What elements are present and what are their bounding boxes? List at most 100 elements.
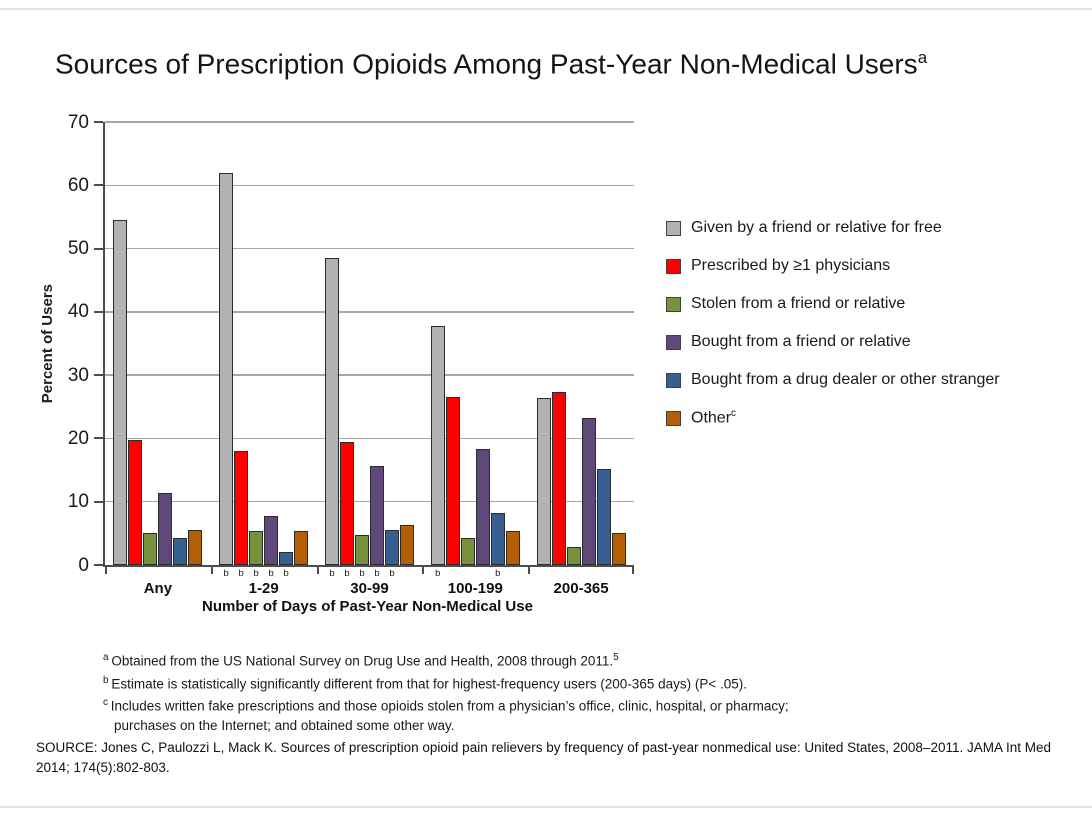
- category-label-Any: Any: [143, 580, 173, 597]
- significance-marker: b: [329, 568, 335, 579]
- bar-100-199-series-5: [505, 531, 520, 565]
- category-label-100-199: 100-199: [447, 580, 503, 597]
- significance-marker: b: [495, 568, 501, 579]
- significance-marker: b: [283, 568, 289, 579]
- bar-200-365-series-2: [566, 546, 581, 565]
- significance-marker: b: [344, 568, 350, 579]
- y-axis-tick-0: [94, 564, 103, 566]
- significance-marker: b: [374, 568, 380, 579]
- y-axis-tick-20: [94, 437, 103, 440]
- bar-group-30-99: [317, 122, 423, 565]
- y-tick-label-10: 10: [67, 491, 89, 513]
- bar-Any-series-3: [158, 492, 173, 565]
- title-superscript: a: [917, 48, 928, 67]
- x-axis-tick: [316, 565, 319, 574]
- y-axis-tick-30: [94, 374, 103, 377]
- source-citation: SOURCE: Jones C, Paulozzi L, Mack K. Sou…: [36, 740, 1052, 775]
- significance-marker: b: [223, 568, 229, 579]
- bar-Any-series-1: [128, 439, 143, 565]
- y-tick-label-60: 60: [67, 174, 89, 196]
- x-axis-tick: [528, 565, 531, 574]
- significance-marker: [294, 569, 308, 579]
- bar-Any-series-2: [143, 533, 158, 565]
- bar-30-99-series-1: [339, 441, 354, 565]
- bar-30-99-series-3: [369, 465, 384, 565]
- bar-200-365-series-4: [596, 468, 611, 565]
- bar-100-199-series-1: [445, 397, 460, 565]
- significance-marker: b: [253, 568, 259, 579]
- bar-group-100-199: [422, 122, 528, 565]
- legend-item-2: Stolen from a friend or relative: [666, 292, 1000, 316]
- bar-Any-series-0: [113, 220, 128, 565]
- gridline-20: [105, 437, 634, 440]
- bar-100-199-series-4: [490, 513, 505, 565]
- bar-100-199-series-2: [460, 538, 475, 565]
- legend-item-0: Given by a friend or relative for free: [666, 216, 1000, 240]
- y-tick-label-20: 20: [67, 427, 89, 449]
- bar-100-199-series-0: [430, 326, 445, 565]
- significance-marker: [461, 569, 475, 579]
- bar-100-199-series-3: [475, 449, 490, 565]
- y-tick-label-70: 70: [67, 111, 89, 133]
- gridline-60: [105, 184, 634, 187]
- bar-chart-plot-area: 0 10 20 30 40 50 60 70 Any b b b b b 1-29 b b b b b 30-99 b b 1…: [68, 113, 634, 597]
- bar-200-365-series-3: [581, 418, 596, 565]
- bar-30-99-series-2: [354, 535, 369, 565]
- y-axis-tick-40: [94, 310, 103, 313]
- gridline-70: [105, 121, 634, 123]
- bar-200-365-series-1: [551, 392, 566, 565]
- legend-swatch-icon: [666, 410, 681, 426]
- significance-marker: b: [359, 568, 365, 579]
- x-axis-tick: [210, 565, 213, 574]
- slide-top-edge-line: [0, 8, 1092, 10]
- footnote-marker: c: [103, 697, 111, 708]
- page-title-text: Sources of Prescription Opioids Among Pa…: [55, 48, 918, 80]
- significance-marker: b: [268, 568, 274, 579]
- significance-marker: b: [435, 568, 441, 579]
- legend-label: Given by a friend or relative for free: [691, 219, 942, 236]
- gridline-10: [105, 500, 634, 503]
- legend-swatch-icon: [666, 296, 681, 312]
- y-axis-tick-50: [94, 247, 103, 250]
- significance-marker: [476, 569, 490, 579]
- significance-marker: b: [238, 568, 244, 579]
- bar-1-29-series-0: [219, 172, 234, 565]
- footnote-marker: b: [103, 674, 112, 686]
- bar-1-29-series-2: [249, 530, 264, 565]
- legend-item-5: Otherc: [666, 406, 1000, 430]
- x-axis-tick: [632, 565, 634, 574]
- gridline-40: [105, 311, 634, 313]
- y-axis-tick-70: [94, 121, 103, 123]
- gridline-30: [105, 374, 634, 376]
- footnote-text: Obtained from the US National Survey on …: [111, 653, 614, 669]
- bar-1-29-series-5: [294, 530, 309, 565]
- page-title: Sources of Prescription Opioids Among Pa…: [55, 48, 927, 80]
- bar-group-Any: [105, 122, 211, 565]
- bar-30-99-series-4: [384, 530, 399, 565]
- x-axis-tick: [105, 565, 107, 574]
- legend-swatch-icon: [666, 220, 681, 236]
- footnote-c: c Includes written fake prescriptions an…: [103, 693, 793, 735]
- legend-swatch-icon: [666, 258, 681, 274]
- bar-30-99-series-5: [399, 524, 414, 565]
- legend-item-4: Bought from a drug dealer or other stran…: [666, 368, 1000, 392]
- legend-swatch-icon: [666, 372, 681, 388]
- bar-group-1-29: [211, 122, 317, 565]
- legend-label: Bought from a friend or relative: [691, 333, 911, 350]
- x-axis-title: Number of Days of Past-Year Non-Medical …: [202, 598, 533, 615]
- footnote-text: Includes written fake prescriptions and …: [110, 698, 789, 733]
- x-axis-tick: [422, 565, 425, 574]
- bar-1-29-series-1: [234, 451, 249, 565]
- y-tick-label-40: 40: [67, 301, 89, 323]
- bar-group-200-365: [528, 122, 634, 565]
- legend-label: Otherc: [691, 408, 737, 427]
- slide-bottom-edge-line: [0, 806, 1092, 808]
- bar-1-29-series-4: [279, 551, 294, 565]
- legend-swatch-icon: [666, 334, 681, 350]
- category-label-30-99: 30-99: [350, 580, 389, 597]
- legend-item-3: Bought from a friend or relative: [666, 330, 1000, 354]
- y-tick-label-30: 30: [67, 364, 89, 386]
- category-label-200-365: 200-365: [553, 580, 609, 597]
- footnote-reference-superscript: 5: [613, 652, 619, 663]
